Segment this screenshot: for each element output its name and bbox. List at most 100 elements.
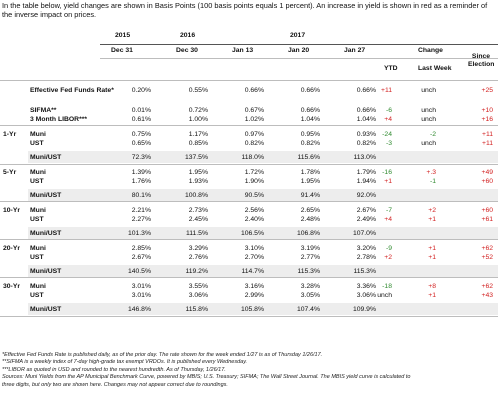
cell-value: 3.28% <box>300 283 320 290</box>
cell-value: 105.8% <box>240 306 264 313</box>
row-label: UST <box>30 140 44 147</box>
tenor-label: 20-Yr <box>3 245 21 252</box>
cell-value: 1.02% <box>244 116 264 123</box>
cell-value: 111.5% <box>185 230 208 237</box>
since-election-header: Since Election <box>468 53 495 68</box>
change-ytd: -7 <box>385 207 392 214</box>
cell-value: 1.04% <box>300 116 320 123</box>
year-header-2016: 2016 <box>180 32 196 39</box>
row-label: Muni <box>30 283 46 290</box>
cell-value: 0.55% <box>188 87 208 94</box>
cell-value: 100.8% <box>184 192 208 199</box>
tenor-label: 10-Yr <box>3 207 21 214</box>
ratio-row-shade <box>28 151 498 163</box>
date-header-dec30-2016: Dec 30 <box>176 47 198 54</box>
change-since-election: +11 <box>481 140 493 147</box>
cell-value: 90.5% <box>244 192 264 199</box>
cell-value: 3.16% <box>244 283 264 290</box>
divider <box>100 44 400 45</box>
cell-value: 2.65% <box>300 207 320 214</box>
cell-value: 0.20% <box>131 87 151 94</box>
cell-value: 91.4% <box>300 192 320 199</box>
cell-value: 2.27% <box>131 216 151 223</box>
divider <box>0 316 498 317</box>
cell-value: 0.97% <box>244 131 264 138</box>
intro-text: In the table below, yield changes are sh… <box>2 1 488 19</box>
year-header-2017: 2017 <box>290 32 306 39</box>
cell-value: 0.82% <box>244 140 264 147</box>
cell-value: 92.0% <box>356 192 376 199</box>
cell-value: 2.67% <box>356 207 376 214</box>
change-since-election: +60 <box>481 178 493 185</box>
cell-value: 2.56% <box>244 207 264 214</box>
change-ytd: +1 <box>384 178 392 185</box>
cell-value: 106.8% <box>296 230 320 237</box>
cell-value: 3.06% <box>356 292 376 299</box>
cell-value: 80.1% <box>131 192 151 199</box>
cell-value: 118.0% <box>241 154 264 161</box>
ratio-row-shade <box>28 303 498 315</box>
cell-value: 0.75% <box>131 131 151 138</box>
cell-value: 1.95% <box>300 178 320 185</box>
cell-value: 0.82% <box>300 140 320 147</box>
cell-value: 107.0% <box>352 230 376 237</box>
cell-value: 101.3% <box>127 230 151 237</box>
divider <box>0 80 498 81</box>
change-ytd: +4 <box>384 216 392 223</box>
change-since-election: +62 <box>481 245 493 252</box>
cell-value: 0.72% <box>188 107 208 114</box>
divider <box>0 125 498 126</box>
cell-value: 2.45% <box>188 216 208 223</box>
cell-value: 3.01% <box>131 283 151 290</box>
cell-value: 72.3% <box>131 154 151 161</box>
change-since-election: +60 <box>481 207 493 214</box>
cell-value: 1.00% <box>188 116 208 123</box>
cell-value: 2.76% <box>188 254 208 261</box>
cell-value: 0.82% <box>356 140 376 147</box>
change-ytd: unch <box>377 292 392 299</box>
ratio-row-shade <box>28 265 498 277</box>
ratio-row-shade <box>28 227 498 239</box>
cell-value: 2.85% <box>131 245 151 252</box>
change-header: Change <box>418 47 443 54</box>
cell-value: 1.79% <box>356 169 376 176</box>
cell-value: 1.95% <box>188 169 208 176</box>
divider <box>0 277 498 278</box>
cell-value: 3.55% <box>188 283 208 290</box>
row-label: UST <box>30 216 44 223</box>
cell-value: 1.93% <box>188 178 208 185</box>
change-since-election: +49 <box>481 169 493 176</box>
change-ytd: -24 <box>382 131 392 138</box>
row-label: Muni <box>30 207 46 214</box>
change-last-week: unch <box>421 87 436 94</box>
divider <box>0 201 498 202</box>
last-week-header: Last Week <box>418 65 452 72</box>
footnote-line: ***LIBOR as quoted in USD and rounded to… <box>2 366 226 373</box>
cell-value: 115.3% <box>353 268 376 275</box>
footnotes: *Effective Fed Funds Rate is published d… <box>2 352 496 389</box>
ytd-header: YTD <box>384 65 398 72</box>
change-since-election: +62 <box>481 283 493 290</box>
footnote-line: three digits, but only two are shown her… <box>2 381 228 388</box>
cell-value: 140.5% <box>127 268 151 275</box>
cell-value: 0.01% <box>131 107 151 114</box>
year-header-2015: 2015 <box>115 32 131 39</box>
cell-value: 2.48% <box>300 216 320 223</box>
footnote-line: Sources: Muni Yields from the AP Municip… <box>2 374 411 381</box>
cell-value: 2.49% <box>356 216 376 223</box>
row-label: UST <box>30 178 44 185</box>
cell-value: 3.36% <box>356 283 376 290</box>
cell-value: 3.10% <box>244 245 264 252</box>
row-label: UST <box>30 292 44 299</box>
change-ytd: -9 <box>385 245 392 252</box>
cell-value: 2.40% <box>244 216 264 223</box>
row-label: Effective Fed Funds Rate* <box>30 87 114 94</box>
change-ytd: -6 <box>385 107 392 114</box>
change-ytd: +2 <box>384 254 392 261</box>
cell-value: 1.90% <box>244 178 264 185</box>
cell-value: 119.2% <box>185 268 208 275</box>
change-last-week: unch <box>421 116 436 123</box>
cell-value: 0.66% <box>300 107 320 114</box>
row-label: Muni/UST <box>30 192 62 199</box>
divider <box>0 164 498 165</box>
